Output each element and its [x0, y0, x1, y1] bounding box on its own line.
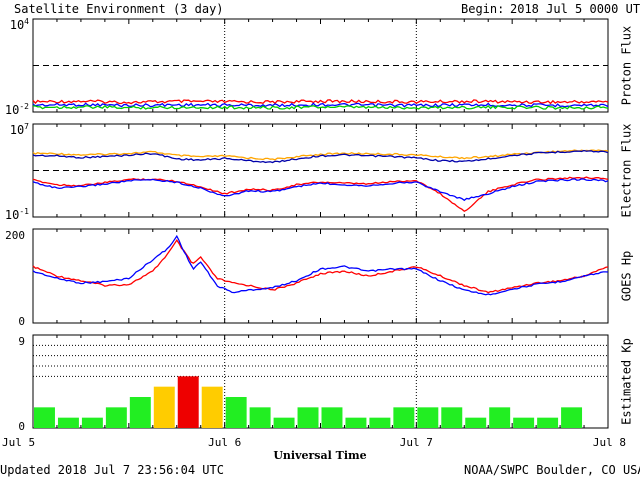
y-tick-label: 0	[18, 315, 25, 328]
kp-bar	[513, 417, 535, 428]
estimated-kp-ylabel: Estimated Kp	[620, 338, 634, 425]
kp-bar	[34, 407, 55, 428]
proton-flux-series-1	[32, 99, 609, 105]
x-tick-label: Jul 8	[593, 436, 626, 449]
electron-flux-series-4	[32, 178, 609, 202]
kp-bar	[489, 407, 511, 428]
electron-flux-series-1	[32, 149, 609, 161]
kp-bar	[57, 417, 79, 428]
y-tick-label: 107	[10, 122, 29, 137]
x-tick-label: Jul 7	[400, 436, 433, 449]
kp-bar	[369, 417, 391, 428]
x-axis-label: Universal Time	[273, 449, 366, 462]
x-tick-label: Jul 5	[2, 436, 35, 449]
goes-hp-series-2	[32, 234, 609, 296]
begin-label: Begin:	[461, 2, 505, 16]
electron-flux-ylabel: Electron Flux	[620, 124, 634, 218]
kp-bar	[321, 407, 343, 428]
kp-bar	[393, 407, 415, 428]
electron-flux-series-2	[32, 149, 609, 164]
y-tick-label: 10-2	[5, 102, 29, 117]
kp-bar	[561, 407, 583, 428]
goes-hp-ylabel: GOES Hp	[620, 251, 634, 302]
kp-bar	[249, 407, 271, 428]
credit-text: NOAA/SWPC Boulder, CO USA	[464, 463, 640, 477]
kp-bar	[465, 417, 487, 428]
updated-timestamp: Updated 2018 Jul 7 23:56:04 UTC	[0, 463, 224, 477]
y-tick-label: 200	[5, 229, 25, 242]
kp-bar	[105, 407, 127, 428]
goes-hp-series-1	[32, 239, 609, 294]
begin-value: 2018 Jul 5 0000 UTC	[510, 2, 640, 16]
kp-bar	[225, 397, 247, 428]
proton-flux-series-3	[32, 105, 609, 110]
kp-bar	[201, 386, 223, 428]
estimated-kp-panel: 9 0 Estimated Kp Jul 5 Jul 6 Jul 7 Jul 8 Univer…	[2, 334, 634, 462]
proton-flux-ylabel: Proton Flux	[620, 26, 634, 105]
kp-bar	[441, 407, 463, 428]
kp-bar	[417, 407, 439, 428]
kp-bar	[297, 407, 319, 428]
proton-flux-panel: 104 10-2 Proton Flux	[5, 17, 634, 117]
y-tick-label: 9	[18, 335, 25, 348]
kp-bar	[177, 376, 199, 428]
kp-bar	[129, 397, 151, 428]
proton-flux-series-2	[32, 102, 609, 108]
electron-flux-panel: 107 10-1 Electron Flux	[5, 122, 634, 222]
chart-title: Satellite Environment (3 day)	[14, 2, 224, 16]
kp-bar	[345, 417, 367, 428]
kp-bar	[537, 417, 559, 428]
electron-flux-frame	[32, 123, 609, 218]
y-tick-label: 0	[18, 420, 25, 433]
goes-hp-frame	[32, 228, 609, 324]
y-tick-label: 10-1	[5, 207, 29, 222]
proton-flux-frame	[32, 18, 609, 113]
kp-bar	[81, 417, 103, 428]
kp-bar	[153, 386, 175, 428]
y-tick-label: 104	[10, 17, 29, 32]
kp-bar	[273, 417, 295, 428]
goes-hp-panel: 200 0 GOES Hp	[5, 228, 634, 328]
x-tick-label: Jul 6	[208, 436, 241, 449]
